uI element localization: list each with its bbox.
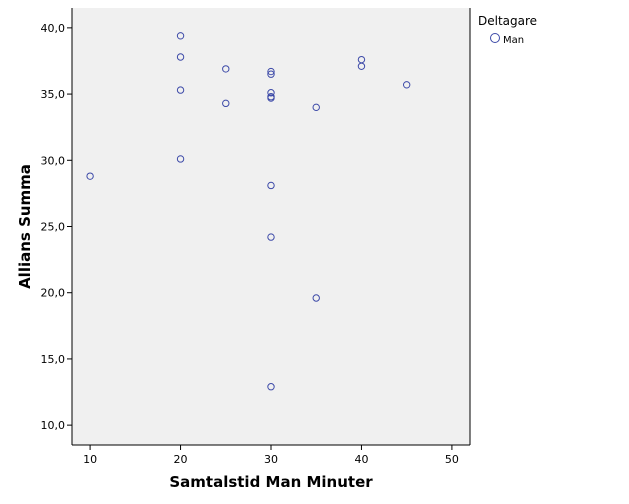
data-point: [402, 81, 411, 89]
data-point: [267, 89, 275, 97]
y-tick-label: 20,0: [41, 287, 66, 300]
x-tick-label: 50: [445, 453, 459, 466]
y-tick-label: 30,0: [41, 154, 66, 167]
y-tick-label: 15,0: [41, 353, 66, 366]
x-axis-title: Samtalstid Man Minuter: [169, 473, 373, 491]
data-point: [222, 99, 230, 108]
legend: Deltagare Man: [478, 14, 537, 46]
data-point: [267, 181, 275, 190]
legend-marker-icon: [490, 33, 500, 43]
x-tick-label: 30: [264, 453, 278, 466]
data-point: [176, 86, 185, 94]
data-point: [312, 103, 320, 112]
x-tick-label: 40: [354, 453, 368, 466]
data-point: [176, 32, 185, 40]
y-tick-label: 25,0: [41, 221, 66, 234]
data-point: [176, 53, 185, 61]
legend-title: Deltagare: [478, 14, 537, 28]
plot-area: [72, 8, 470, 445]
y-axis-title: Allians Summa: [16, 164, 34, 289]
data-point: [222, 65, 230, 73]
data-point: [267, 70, 275, 78]
data-point: [267, 67, 275, 76]
data-point: [86, 172, 94, 180]
y-tick-label: 10,0: [41, 419, 66, 432]
data-point: [267, 233, 275, 241]
data-point: [312, 294, 320, 302]
legend-label-man: Man: [503, 35, 524, 46]
data-point: [267, 94, 275, 102]
axes: 10 20 30 40 50 10,0 15,0 20,0 25,0 30,0 35,0 40,0: [41, 8, 471, 466]
data-points: [86, 32, 411, 391]
y-tick-label: 40,0: [41, 22, 66, 35]
x-tick-label: 20: [174, 453, 188, 466]
y-tick-label: 35,0: [41, 88, 66, 101]
x-tick-label: 10: [83, 453, 97, 466]
data-point: [176, 155, 185, 163]
data-point: [267, 383, 275, 391]
data-point: [357, 62, 366, 70]
